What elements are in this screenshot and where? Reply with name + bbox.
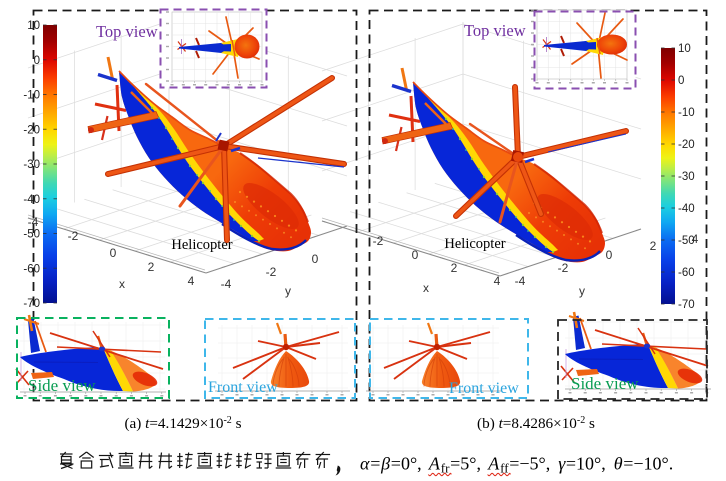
svg-text:-2: -2 bbox=[373, 234, 384, 248]
svg-text:x: x bbox=[423, 281, 429, 295]
svg-text:α: α bbox=[360, 454, 370, 474]
svg-text:Top view: Top view bbox=[464, 21, 526, 40]
svg-text:x: x bbox=[119, 277, 125, 291]
svg-text:A: A bbox=[487, 454, 500, 474]
svg-text:-50: -50 bbox=[678, 235, 695, 247]
svg-text:-30: -30 bbox=[23, 159, 40, 171]
svg-text:Side view: Side view bbox=[571, 374, 639, 393]
svg-text:-50: -50 bbox=[23, 229, 40, 241]
svg-text:-40: -40 bbox=[23, 194, 40, 206]
svg-text:Top view: Top view bbox=[96, 22, 158, 41]
svg-text:-4: -4 bbox=[28, 215, 39, 229]
svg-text:4: 4 bbox=[188, 274, 195, 288]
svg-text:-2: -2 bbox=[558, 261, 569, 275]
svg-text:2: 2 bbox=[451, 261, 458, 275]
svg-text:(b) t=8.4286×10-2 s: (b) t=8.4286×10-2 s bbox=[477, 415, 595, 433]
svg-text:0: 0 bbox=[678, 75, 684, 87]
svg-text:4: 4 bbox=[494, 274, 501, 288]
svg-text:θ: θ bbox=[614, 454, 623, 474]
svg-text:0: 0 bbox=[412, 248, 419, 262]
svg-text:(a) t=4.1429×10-2 s: (a) t=4.1429×10-2 s bbox=[124, 415, 241, 433]
svg-text:-10: -10 bbox=[23, 90, 40, 102]
svg-text:=5°,: =5°, bbox=[450, 454, 481, 474]
svg-text:4: 4 bbox=[692, 232, 699, 246]
svg-text:-2: -2 bbox=[68, 229, 79, 243]
svg-text:-20: -20 bbox=[23, 124, 40, 136]
svg-text:Side view: Side view bbox=[28, 376, 96, 395]
svg-text:-40: -40 bbox=[678, 203, 695, 215]
svg-text:=10°,: =10°, bbox=[566, 454, 606, 474]
svg-text:Front view: Front view bbox=[449, 380, 519, 397]
svg-text:Helicopter: Helicopter bbox=[171, 237, 232, 253]
svg-text:A: A bbox=[428, 454, 441, 474]
svg-text:=0°,: =0°, bbox=[391, 454, 422, 474]
svg-text:-20: -20 bbox=[678, 139, 695, 151]
svg-text:0: 0 bbox=[312, 252, 319, 266]
svg-text:Front view: Front view bbox=[208, 379, 278, 396]
svg-text:10: 10 bbox=[27, 20, 40, 32]
svg-text:Helicopter: Helicopter bbox=[444, 236, 505, 252]
svg-text:fr: fr bbox=[441, 461, 450, 476]
svg-text:0: 0 bbox=[34, 55, 40, 67]
svg-text:2: 2 bbox=[650, 239, 657, 253]
svg-text:=−10°.: =−10°. bbox=[623, 454, 673, 474]
svg-text:β: β bbox=[380, 454, 390, 474]
svg-text:2: 2 bbox=[148, 260, 155, 274]
svg-text:-30: -30 bbox=[678, 171, 695, 183]
svg-text:=−5°,: =−5°, bbox=[509, 454, 550, 474]
svg-text:ff: ff bbox=[500, 461, 509, 476]
svg-text:-4: -4 bbox=[515, 274, 526, 288]
svg-text:10: 10 bbox=[678, 43, 691, 55]
svg-text:=: = bbox=[370, 454, 380, 474]
svg-text:-4: -4 bbox=[221, 277, 232, 291]
svg-text:-60: -60 bbox=[678, 267, 695, 279]
svg-text:-10: -10 bbox=[678, 107, 695, 119]
svg-text:γ: γ bbox=[558, 454, 566, 474]
svg-text:-70: -70 bbox=[678, 299, 695, 311]
svg-text:y: y bbox=[285, 284, 291, 298]
svg-text:-2: -2 bbox=[266, 265, 277, 279]
svg-text:-60: -60 bbox=[23, 263, 40, 275]
svg-text:0: 0 bbox=[110, 246, 117, 260]
svg-text:y: y bbox=[579, 284, 585, 298]
svg-text:-70: -70 bbox=[23, 298, 40, 310]
svg-text:0: 0 bbox=[606, 248, 613, 262]
